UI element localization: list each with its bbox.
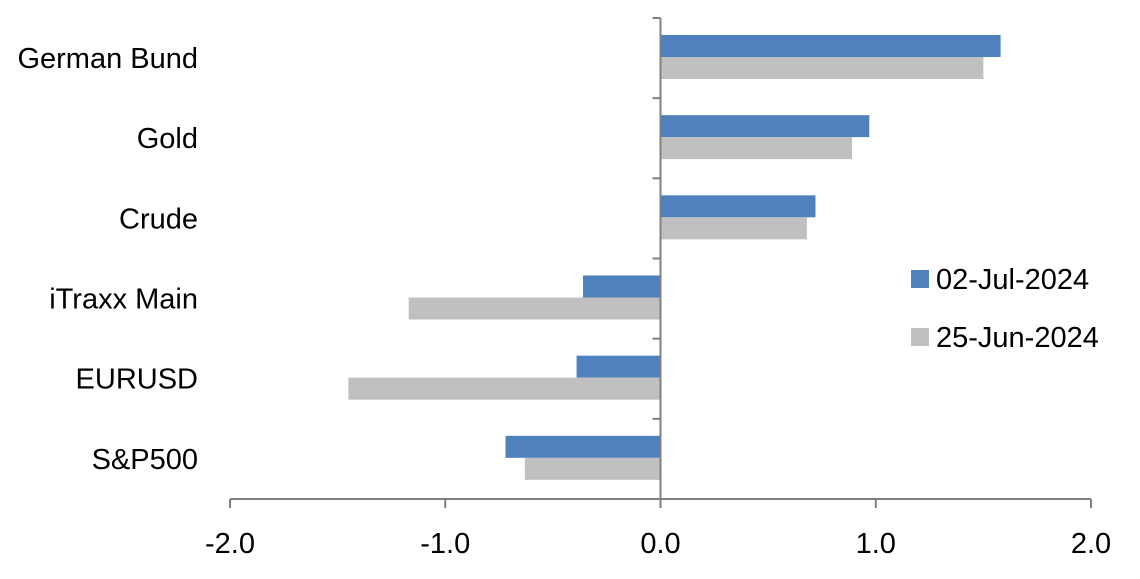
bar-0-2 xyxy=(660,195,816,218)
bar-1-2 xyxy=(660,217,807,240)
bar-1-1 xyxy=(660,137,853,160)
category-label: Crude xyxy=(119,203,198,235)
legend-label: 25-Jun-2024 xyxy=(936,322,1099,354)
x-tick-label: -1.0 xyxy=(420,528,470,560)
bar-0-1 xyxy=(660,115,870,138)
x-tick-label: 0.0 xyxy=(640,528,680,560)
legend-label: 02-Jul-2024 xyxy=(936,264,1089,296)
category-label: German Bund xyxy=(17,43,198,75)
x-tick-label: -2.0 xyxy=(205,528,255,560)
x-tick-label: 2.0 xyxy=(1071,528,1111,560)
x-tick-label: 1.0 xyxy=(856,528,896,560)
bar-0-0 xyxy=(660,35,1001,57)
bar-0-5 xyxy=(505,435,661,458)
legend-swatch-1 xyxy=(911,328,929,346)
category-label: S&P500 xyxy=(92,444,198,476)
legend-swatch-0 xyxy=(911,270,929,288)
bar-1-5 xyxy=(524,457,661,480)
bar-0-3 xyxy=(583,275,661,298)
category-label: EURUSD xyxy=(76,364,198,396)
bar-1-3 xyxy=(408,297,661,320)
bar-0-4 xyxy=(576,355,661,378)
bar-1-4 xyxy=(348,377,661,400)
bar-1-0 xyxy=(660,57,984,79)
category-label: iTraxx Main xyxy=(49,284,198,316)
category-label: Gold xyxy=(137,123,198,155)
